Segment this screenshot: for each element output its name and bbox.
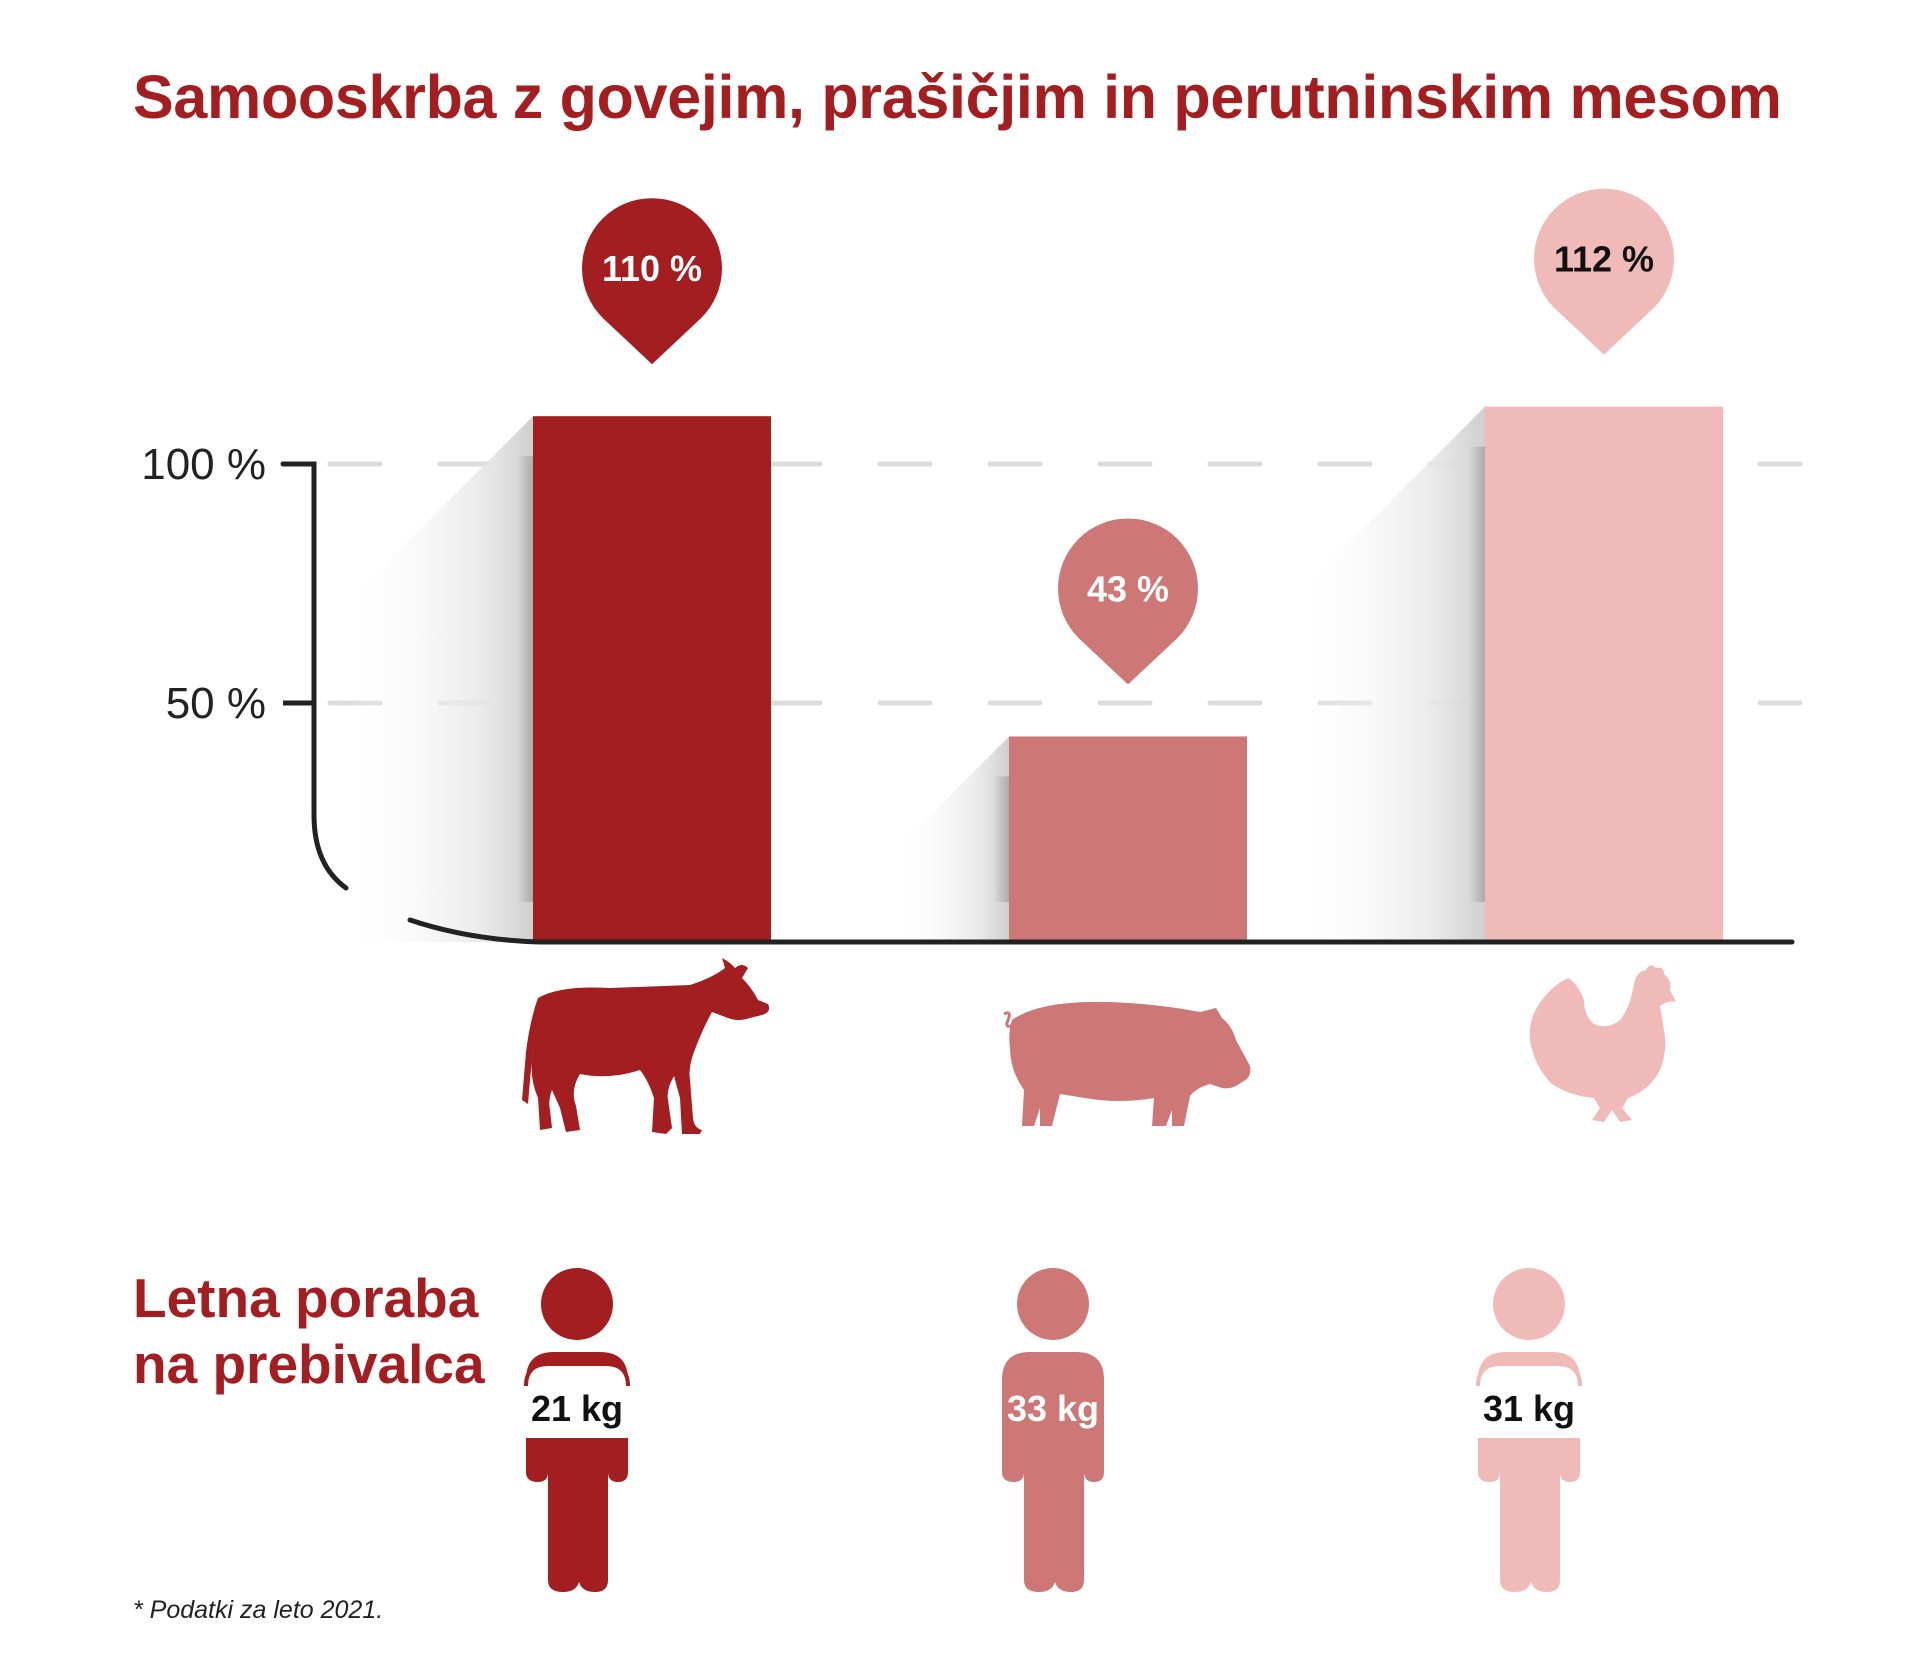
person-icon bbox=[524, 1268, 630, 1592]
person-figure: 31 kg bbox=[1454, 1268, 1604, 1598]
footnote: * Podatki za leto 2021. bbox=[133, 1596, 384, 1624]
axes bbox=[280, 461, 1795, 945]
consumption-title-line2: na prebivalca bbox=[133, 1333, 485, 1395]
value-label: 112 % bbox=[1554, 239, 1654, 280]
bars bbox=[533, 406, 1723, 942]
bar bbox=[1009, 736, 1247, 942]
person-icon bbox=[1002, 1268, 1104, 1592]
consumption-title: Letna poraba na prebivalca bbox=[133, 1265, 553, 1397]
bar-shadows bbox=[343, 406, 1485, 942]
person-icon bbox=[1476, 1268, 1582, 1592]
chicken-icon bbox=[1529, 965, 1676, 1122]
x-axis bbox=[407, 917, 1795, 945]
value-pin bbox=[1058, 518, 1199, 685]
value-pins: 110 % 43 % 112 % bbox=[581, 188, 1674, 685]
consumption-value: 21 kg bbox=[530, 1388, 624, 1429]
chart-title: Samooskrba z govejim, prašičjim in perut… bbox=[133, 63, 1782, 131]
consumption-title-line1: Letna poraba bbox=[133, 1267, 479, 1329]
value-pin bbox=[1534, 188, 1674, 355]
bar bbox=[533, 416, 771, 942]
person-figure: 33 kg bbox=[978, 1268, 1128, 1598]
bar bbox=[1485, 406, 1723, 942]
bar-shadow bbox=[1295, 406, 1485, 942]
y-axis bbox=[280, 461, 349, 891]
cow-icon bbox=[522, 958, 770, 1134]
y-tick-label: 100 % bbox=[141, 440, 266, 489]
y-tick-label: 50 % bbox=[166, 679, 266, 728]
value-pin bbox=[581, 198, 722, 365]
bar-edge-shadow bbox=[993, 776, 1009, 902]
consumption-value: 33 kg bbox=[1006, 1388, 1100, 1429]
bar-edge-shadow bbox=[1469, 446, 1485, 902]
bar-edge-shadow bbox=[517, 456, 533, 902]
person-figure: 21 kg bbox=[502, 1268, 652, 1598]
bar-shadow bbox=[895, 736, 1009, 942]
consumption-value: 31 kg bbox=[1482, 1388, 1576, 1429]
bar-shadow bbox=[343, 416, 533, 942]
y-ticks: 50 % 100 % bbox=[141, 440, 314, 728]
value-label: 43 % bbox=[1087, 568, 1169, 609]
pig-icon bbox=[1003, 1001, 1251, 1126]
value-label: 110 % bbox=[602, 248, 702, 289]
